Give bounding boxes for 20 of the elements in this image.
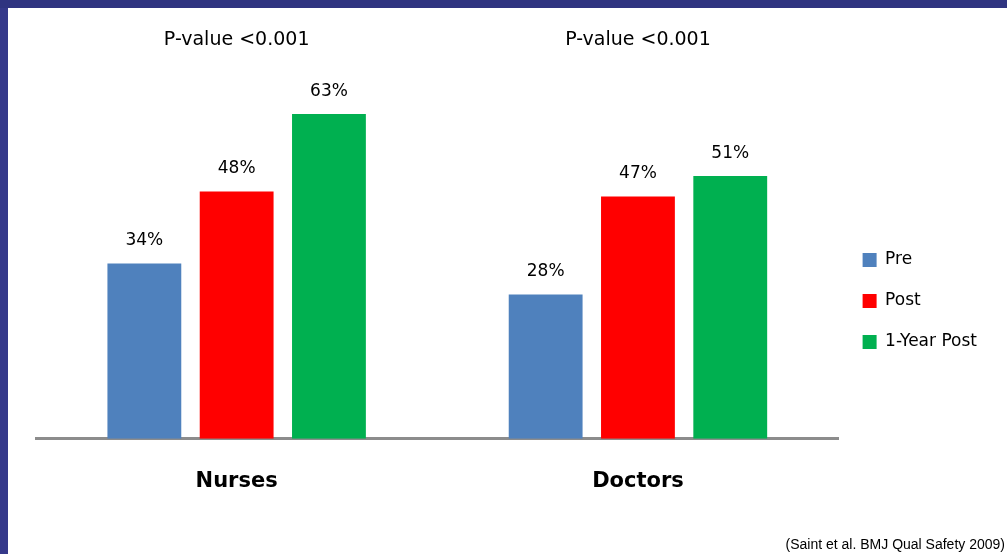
bar [292,114,366,439]
legend-label: Pre [885,248,913,269]
bar [199,191,274,439]
data-label: 28% [526,260,565,281]
data-label: 51% [711,141,750,162]
bar [508,294,583,439]
data-label: 47% [619,162,657,183]
data-label: 63% [310,80,348,100]
x-tick-label: Nurses [195,467,278,492]
data-label: 48% [217,157,256,178]
text: P-value <0.001 [163,26,310,49]
bar [107,263,182,439]
bar [601,196,675,439]
text: (Saint et al. BMJ Qual Safety 2009) [785,535,1005,552]
data-label: 34% [125,229,164,250]
text: P-value <0.001 [565,26,711,49]
bar [693,175,768,439]
legend-label: 1-Year Post [885,330,978,351]
legend-label: Post [885,289,922,310]
x-tick-label: Doctors [592,467,684,492]
